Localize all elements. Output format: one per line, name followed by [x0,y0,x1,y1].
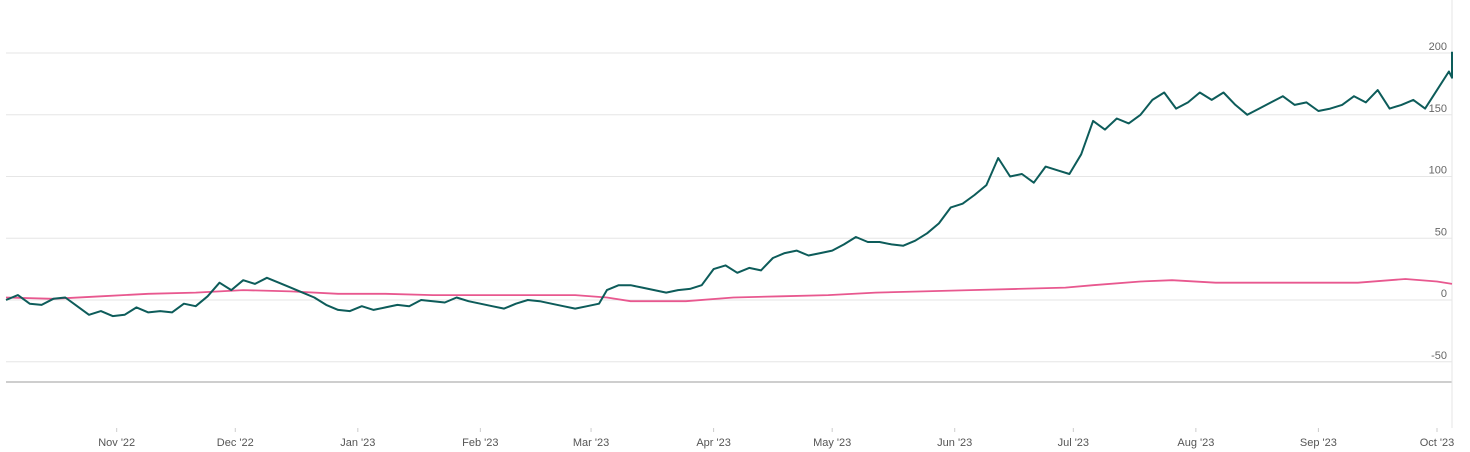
series-lines [5,51,1453,318]
x-tick-label: Apr '23 [696,437,731,449]
y-tick-label: 50 [1435,226,1447,238]
x-axis-tick-labels: Nov '22 Dec '22 Jan '23 Feb '23 Mar '23 Apr '… [98,428,1454,449]
y-tick-label: 100 [1429,165,1447,177]
x-tick-label: Jun '23 [937,437,972,449]
x-tick-label: May '23 [813,437,851,449]
x-tick-label: Jan '23 [340,437,375,449]
x-tick-label: Jul '23 [1058,437,1089,449]
series-line-2 [5,278,1453,303]
x-tick-label: Nov '22 [98,437,135,449]
x-tick-label: Oct '23 [1420,437,1455,449]
y-tick-label: -50 [1431,350,1447,362]
series-line-1 [5,51,1453,318]
x-tick-label: Feb '23 [462,437,498,449]
y-axis-tick-labels: 200 150 100 50 0 -50 [1429,41,1447,362]
x-tick-label: Aug '23 [1177,437,1214,449]
gridlines [6,52,1452,363]
x-tick-label: Mar '23 [573,437,609,449]
x-tick-label: Sep '23 [1300,437,1337,449]
y-tick-label: 0 [1441,288,1447,300]
x-tick-label: Dec '22 [217,437,254,449]
y-tick-label: 200 [1429,41,1447,53]
y-tick-label: 150 [1429,103,1447,115]
